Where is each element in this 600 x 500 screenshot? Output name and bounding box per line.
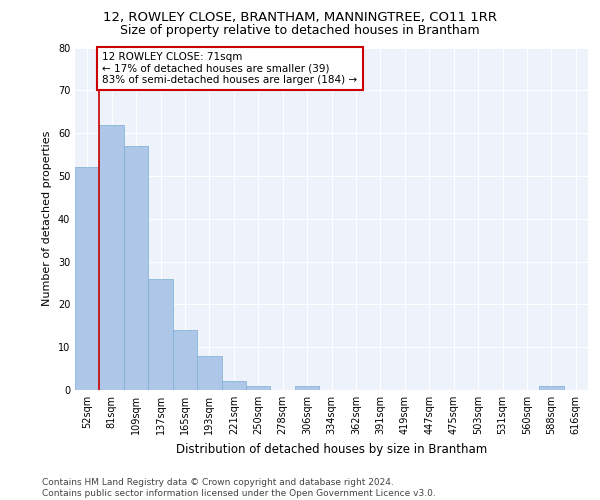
Text: Contains HM Land Registry data © Crown copyright and database right 2024.
Contai: Contains HM Land Registry data © Crown c… [42,478,436,498]
Bar [148,278,173,390]
Y-axis label: Number of detached properties: Number of detached properties [42,131,52,306]
Bar [221,382,246,390]
Bar [75,168,100,390]
Text: 12, ROWLEY CLOSE, BRANTHAM, MANNINGTREE, CO11 1RR: 12, ROWLEY CLOSE, BRANTHAM, MANNINGTREE,… [103,11,497,24]
Bar [173,330,197,390]
Bar [100,124,124,390]
Bar [295,386,319,390]
Bar [539,386,563,390]
Text: 12 ROWLEY CLOSE: 71sqm
← 17% of detached houses are smaller (39)
83% of semi-det: 12 ROWLEY CLOSE: 71sqm ← 17% of detached… [103,52,358,85]
Bar [124,146,148,390]
Text: Size of property relative to detached houses in Brantham: Size of property relative to detached ho… [120,24,480,37]
X-axis label: Distribution of detached houses by size in Brantham: Distribution of detached houses by size … [176,442,487,456]
Bar [246,386,271,390]
Bar [197,356,221,390]
